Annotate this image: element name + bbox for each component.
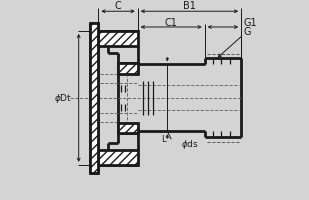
- Text: $\phi$Dt: $\phi$Dt: [53, 92, 72, 105]
- Text: B1: B1: [183, 1, 196, 11]
- Bar: [91, 24, 98, 173]
- Text: C: C: [115, 1, 121, 11]
- Text: $\phi$ds: $\phi$ds: [181, 137, 199, 150]
- Bar: [98, 150, 138, 165]
- Bar: [98, 32, 138, 46]
- Text: G1: G1: [243, 18, 257, 28]
- Text: G: G: [243, 27, 251, 37]
- Text: L: L: [161, 134, 166, 143]
- Text: C1: C1: [165, 18, 178, 28]
- Bar: [118, 123, 138, 134]
- Bar: [118, 64, 138, 75]
